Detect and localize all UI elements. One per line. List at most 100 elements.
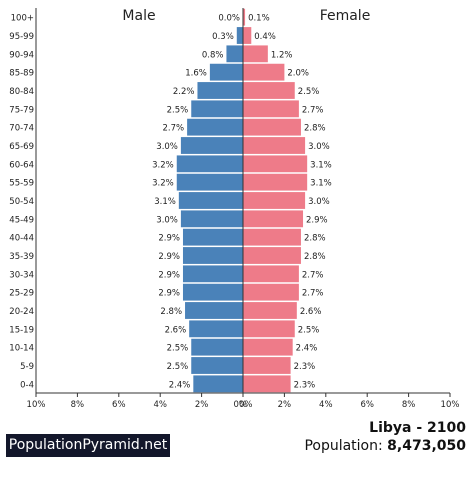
male-value-label: 2.2% (173, 87, 195, 97)
male-bar-20-24 (185, 302, 243, 319)
male-bar-80-84 (197, 82, 243, 99)
female-value-label: 2.3% (294, 362, 316, 372)
female-bar-100+ (243, 8, 246, 26)
female-bar-25-29 (243, 283, 299, 301)
age-group-label: 75-79 (9, 105, 34, 115)
x-tick-label: 6% (112, 400, 126, 410)
male-value-label: 1.6% (185, 69, 207, 79)
age-group-label: 20-24 (9, 307, 34, 317)
female-value-label: 3.0% (308, 197, 330, 207)
male-value-label: 2.5% (167, 344, 189, 354)
x-tick-label: 10% (441, 400, 460, 410)
male-bar-75-79 (191, 100, 243, 118)
age-group-label: 5-9 (20, 362, 34, 372)
age-group-label: 65-69 (9, 142, 34, 152)
male-bar-85-89 (209, 63, 243, 81)
age-group-label: 30-34 (9, 270, 34, 280)
age-group-label: 95-99 (9, 32, 34, 42)
male-value-label: 2.7% (163, 124, 185, 134)
age-group-label: 10-14 (9, 344, 34, 354)
female-bar-55-59 (243, 173, 308, 191)
age-group-label: 85-89 (9, 69, 34, 79)
age-group-label: 25-29 (9, 289, 34, 299)
female-value-label: 3.1% (310, 160, 332, 170)
female-bar-20-24 (243, 302, 297, 319)
female-bar-10-14 (243, 338, 293, 356)
male-value-label: 2.6% (165, 325, 187, 335)
age-group-label: 60-64 (9, 160, 34, 170)
female-bar-5-9 (243, 357, 291, 374)
brand-logo[interactable]: PopulationPyramid.net (6, 434, 170, 457)
male-bar-65-69 (180, 137, 243, 154)
female-bar-90-94 (243, 45, 268, 63)
male-value-label: 0.8% (202, 50, 224, 60)
female-bar-15-19 (243, 320, 295, 338)
x-tick-label: 10% (27, 400, 46, 410)
x-tick-label: 6% (360, 400, 374, 410)
female-bar-65-69 (243, 137, 306, 154)
female-bar-70-74 (243, 118, 301, 136)
age-group-label: 100+ (11, 14, 34, 24)
female-value-label: 0.4% (254, 32, 276, 42)
male-bar-0-4 (193, 375, 243, 393)
male-bar-40-44 (182, 228, 243, 246)
male-bar-30-34 (182, 265, 243, 283)
male-bar-55-59 (176, 173, 243, 191)
male-value-label: 2.8% (160, 307, 182, 317)
female-value-label: 1.2% (271, 50, 293, 60)
age-group-label: 15-19 (9, 325, 34, 335)
x-tick-label: 8% (71, 400, 85, 410)
female-bar-50-54 (243, 192, 306, 209)
male-value-label: 2.4% (169, 380, 191, 390)
x-tick-label: 0% (239, 400, 253, 410)
female-bar-0-4 (243, 375, 291, 393)
x-tick-label: 2% (195, 400, 209, 410)
age-group-label: 90-94 (9, 50, 34, 60)
male-bar-25-29 (182, 283, 243, 301)
male-bar-10-14 (191, 338, 243, 356)
population-total: Population: 8,473,050 (304, 438, 466, 454)
male-value-label: 2.5% (167, 105, 189, 115)
female-bar-60-64 (243, 155, 308, 173)
male-value-label: 3.2% (152, 179, 174, 189)
male-bar-90-94 (226, 45, 243, 63)
female-value-label: 2.5% (298, 325, 320, 335)
age-group-label: 70-74 (9, 124, 34, 134)
male-bar-95-99 (236, 27, 243, 44)
female-value-label: 2.3% (294, 380, 316, 390)
age-group-label: 55-59 (9, 179, 34, 189)
male-bar-70-74 (187, 118, 243, 136)
x-tick-label: 4% (319, 400, 333, 410)
male-bar-15-19 (189, 320, 243, 338)
male-bar-35-39 (182, 247, 243, 264)
female-bar-85-89 (243, 63, 285, 81)
male-value-label: 2.9% (158, 289, 180, 299)
legend-male: Male (122, 8, 155, 24)
female-value-label: 2.7% (302, 289, 324, 299)
x-tick-label: 2% (278, 400, 292, 410)
female-value-label: 2.4% (296, 344, 318, 354)
male-value-label: 0.0% (218, 14, 240, 24)
female-value-label: 0.1% (248, 14, 270, 24)
female-value-label: 2.5% (298, 87, 320, 97)
male-value-label: 3.0% (156, 142, 178, 152)
female-value-label: 2.9% (306, 215, 328, 225)
male-bar-5-9 (191, 357, 243, 374)
female-value-label: 3.1% (310, 179, 332, 189)
age-group-label: 50-54 (9, 197, 34, 207)
female-bar-75-79 (243, 100, 299, 118)
x-tick-label: 0% (234, 400, 248, 410)
female-bar-95-99 (243, 27, 252, 44)
male-value-label: 2.9% (158, 234, 180, 244)
male-value-label: 3.0% (156, 215, 178, 225)
age-group-label: 45-49 (9, 215, 34, 225)
age-group-label: 40-44 (9, 234, 34, 244)
male-value-label: 2.9% (158, 270, 180, 280)
female-value-label: 3.0% (308, 142, 330, 152)
male-value-label: 3.1% (154, 197, 176, 207)
legend-female: Female (320, 8, 371, 24)
age-group-label: 35-39 (9, 252, 34, 262)
male-value-label: 2.5% (167, 362, 189, 372)
male-value-label: 2.9% (158, 252, 180, 262)
